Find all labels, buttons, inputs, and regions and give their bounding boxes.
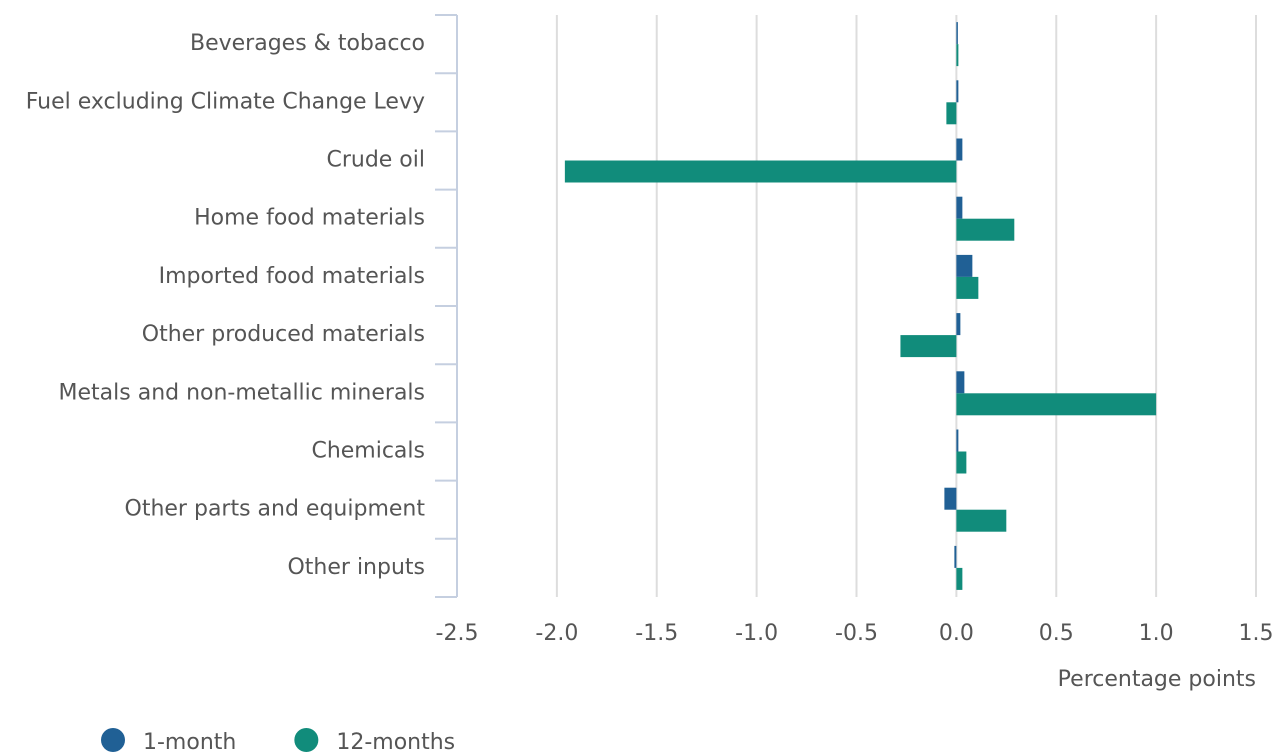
x-tick-label: 0.5 (1039, 621, 1074, 646)
bar (956, 451, 967, 474)
x-tick-label: 0.0 (939, 621, 974, 646)
legend-label: 12-months (336, 730, 455, 755)
y-tick-label: Other parts and equipment (125, 497, 426, 522)
legend-swatch (294, 728, 319, 752)
legend-swatch (101, 728, 125, 752)
y-tick-label: Imported food materials (159, 264, 425, 289)
bar (946, 102, 957, 125)
bar (956, 44, 959, 67)
x-tick-label: -1.5 (635, 621, 678, 646)
y-tick-label: Metals and non-metallic minerals (59, 380, 425, 405)
bar (956, 254, 973, 277)
bar (956, 567, 963, 590)
bar (944, 487, 957, 510)
bar (956, 218, 1015, 241)
bar (564, 160, 957, 183)
bar (954, 545, 957, 568)
bar (956, 276, 979, 299)
bar (956, 138, 963, 161)
y-tick-label: Fuel excluding Climate Change Levy (26, 89, 425, 114)
x-tick-label: 1.5 (1239, 621, 1274, 646)
x-tick-label: -0.5 (835, 621, 878, 646)
bar (956, 371, 965, 394)
x-axis-label: Percentage points (1058, 667, 1256, 692)
bar (956, 196, 963, 219)
y-tick-label: Other inputs (287, 555, 425, 580)
x-tick-label: 1.0 (1139, 621, 1174, 646)
legend-label: 1-month (143, 730, 236, 755)
bar (956, 22, 958, 45)
bar (956, 429, 959, 452)
x-tick-label: -2.5 (436, 621, 479, 646)
y-tick-label: Beverages & tobacco (190, 31, 425, 56)
y-tick-label: Other produced materials (142, 322, 425, 347)
y-tick-label: Chemicals (311, 439, 425, 464)
bar (900, 335, 957, 358)
bar (956, 509, 1007, 532)
x-tick-label: -1.0 (735, 621, 778, 646)
bar (956, 313, 961, 336)
y-tick-label: Home food materials (194, 206, 425, 231)
y-tick-label: Crude oil (326, 148, 425, 173)
x-tick-label: -2.0 (535, 621, 578, 646)
bar (956, 393, 1157, 416)
bar (956, 80, 959, 103)
